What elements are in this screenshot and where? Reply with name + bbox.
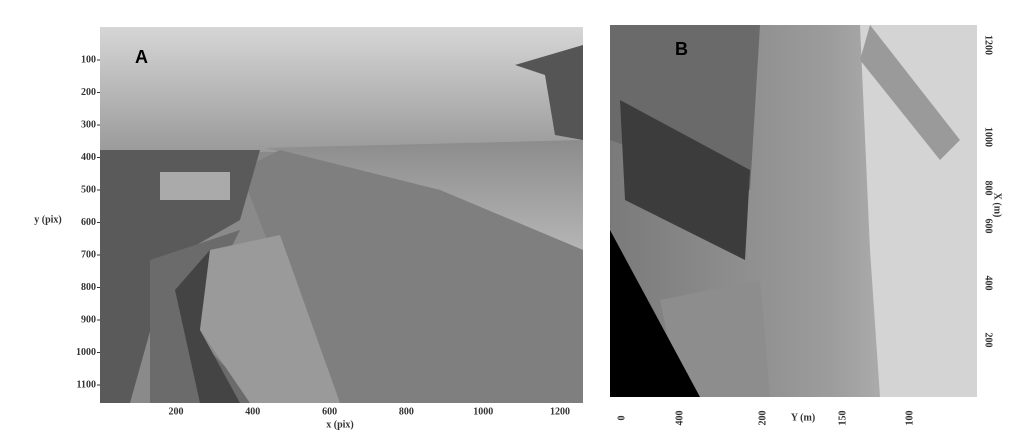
x-tick-label: 200 <box>169 406 184 417</box>
y-tick-label: 1000 <box>76 347 96 358</box>
bottom-tick-label: 0 <box>616 416 627 421</box>
y-tick-label: 500 <box>81 184 96 195</box>
x-tick-label: 800 <box>399 406 414 417</box>
right-tick-label: 1000 <box>983 127 994 147</box>
y-tick-label: 700 <box>81 249 96 260</box>
bottom-tick-label: 400 <box>674 411 685 426</box>
y-tick-label: 400 <box>81 152 96 163</box>
right-tick-label: 400 <box>983 276 994 291</box>
figure: A B y (pix) x (pix) X (m) Y (m) 100 200 30… <box>0 0 1035 434</box>
bottom-tick-label: 150 <box>837 411 848 426</box>
y-tick-label: 200 <box>81 87 96 98</box>
bottom-tick-label: 100 <box>904 411 915 426</box>
y-axis-label: y (pix) <box>34 214 62 225</box>
right-tick-label: 600 <box>983 219 994 234</box>
x-tick-label: 400 <box>245 406 260 417</box>
y-tick-label: 300 <box>81 119 96 130</box>
y-tick-label: 1100 <box>77 379 96 390</box>
right-tick-label: 800 <box>983 181 994 196</box>
bottom-tick-label: 200 <box>757 411 768 426</box>
y-tick-label: 100 <box>81 54 96 65</box>
right-tick-label: 200 <box>983 333 994 348</box>
y-tick-label: 800 <box>81 282 96 293</box>
photo-b <box>610 25 977 397</box>
bottom-axis-label: Y (m) <box>791 412 815 423</box>
y-tick-label: 600 <box>81 217 96 228</box>
x-tick-label: 600 <box>322 406 337 417</box>
y-tick-label: 900 <box>81 314 96 325</box>
right-axis-label: X (m) <box>992 193 1003 218</box>
x-axis-label: x (pix) <box>326 419 354 430</box>
panel-label: B <box>675 39 688 59</box>
photo-a <box>100 27 583 403</box>
panel-label: A <box>135 47 148 67</box>
x-tick-label: 1200 <box>550 406 570 417</box>
x-tick-label: 1000 <box>473 406 493 417</box>
right-tick-label: 1200 <box>983 35 994 55</box>
